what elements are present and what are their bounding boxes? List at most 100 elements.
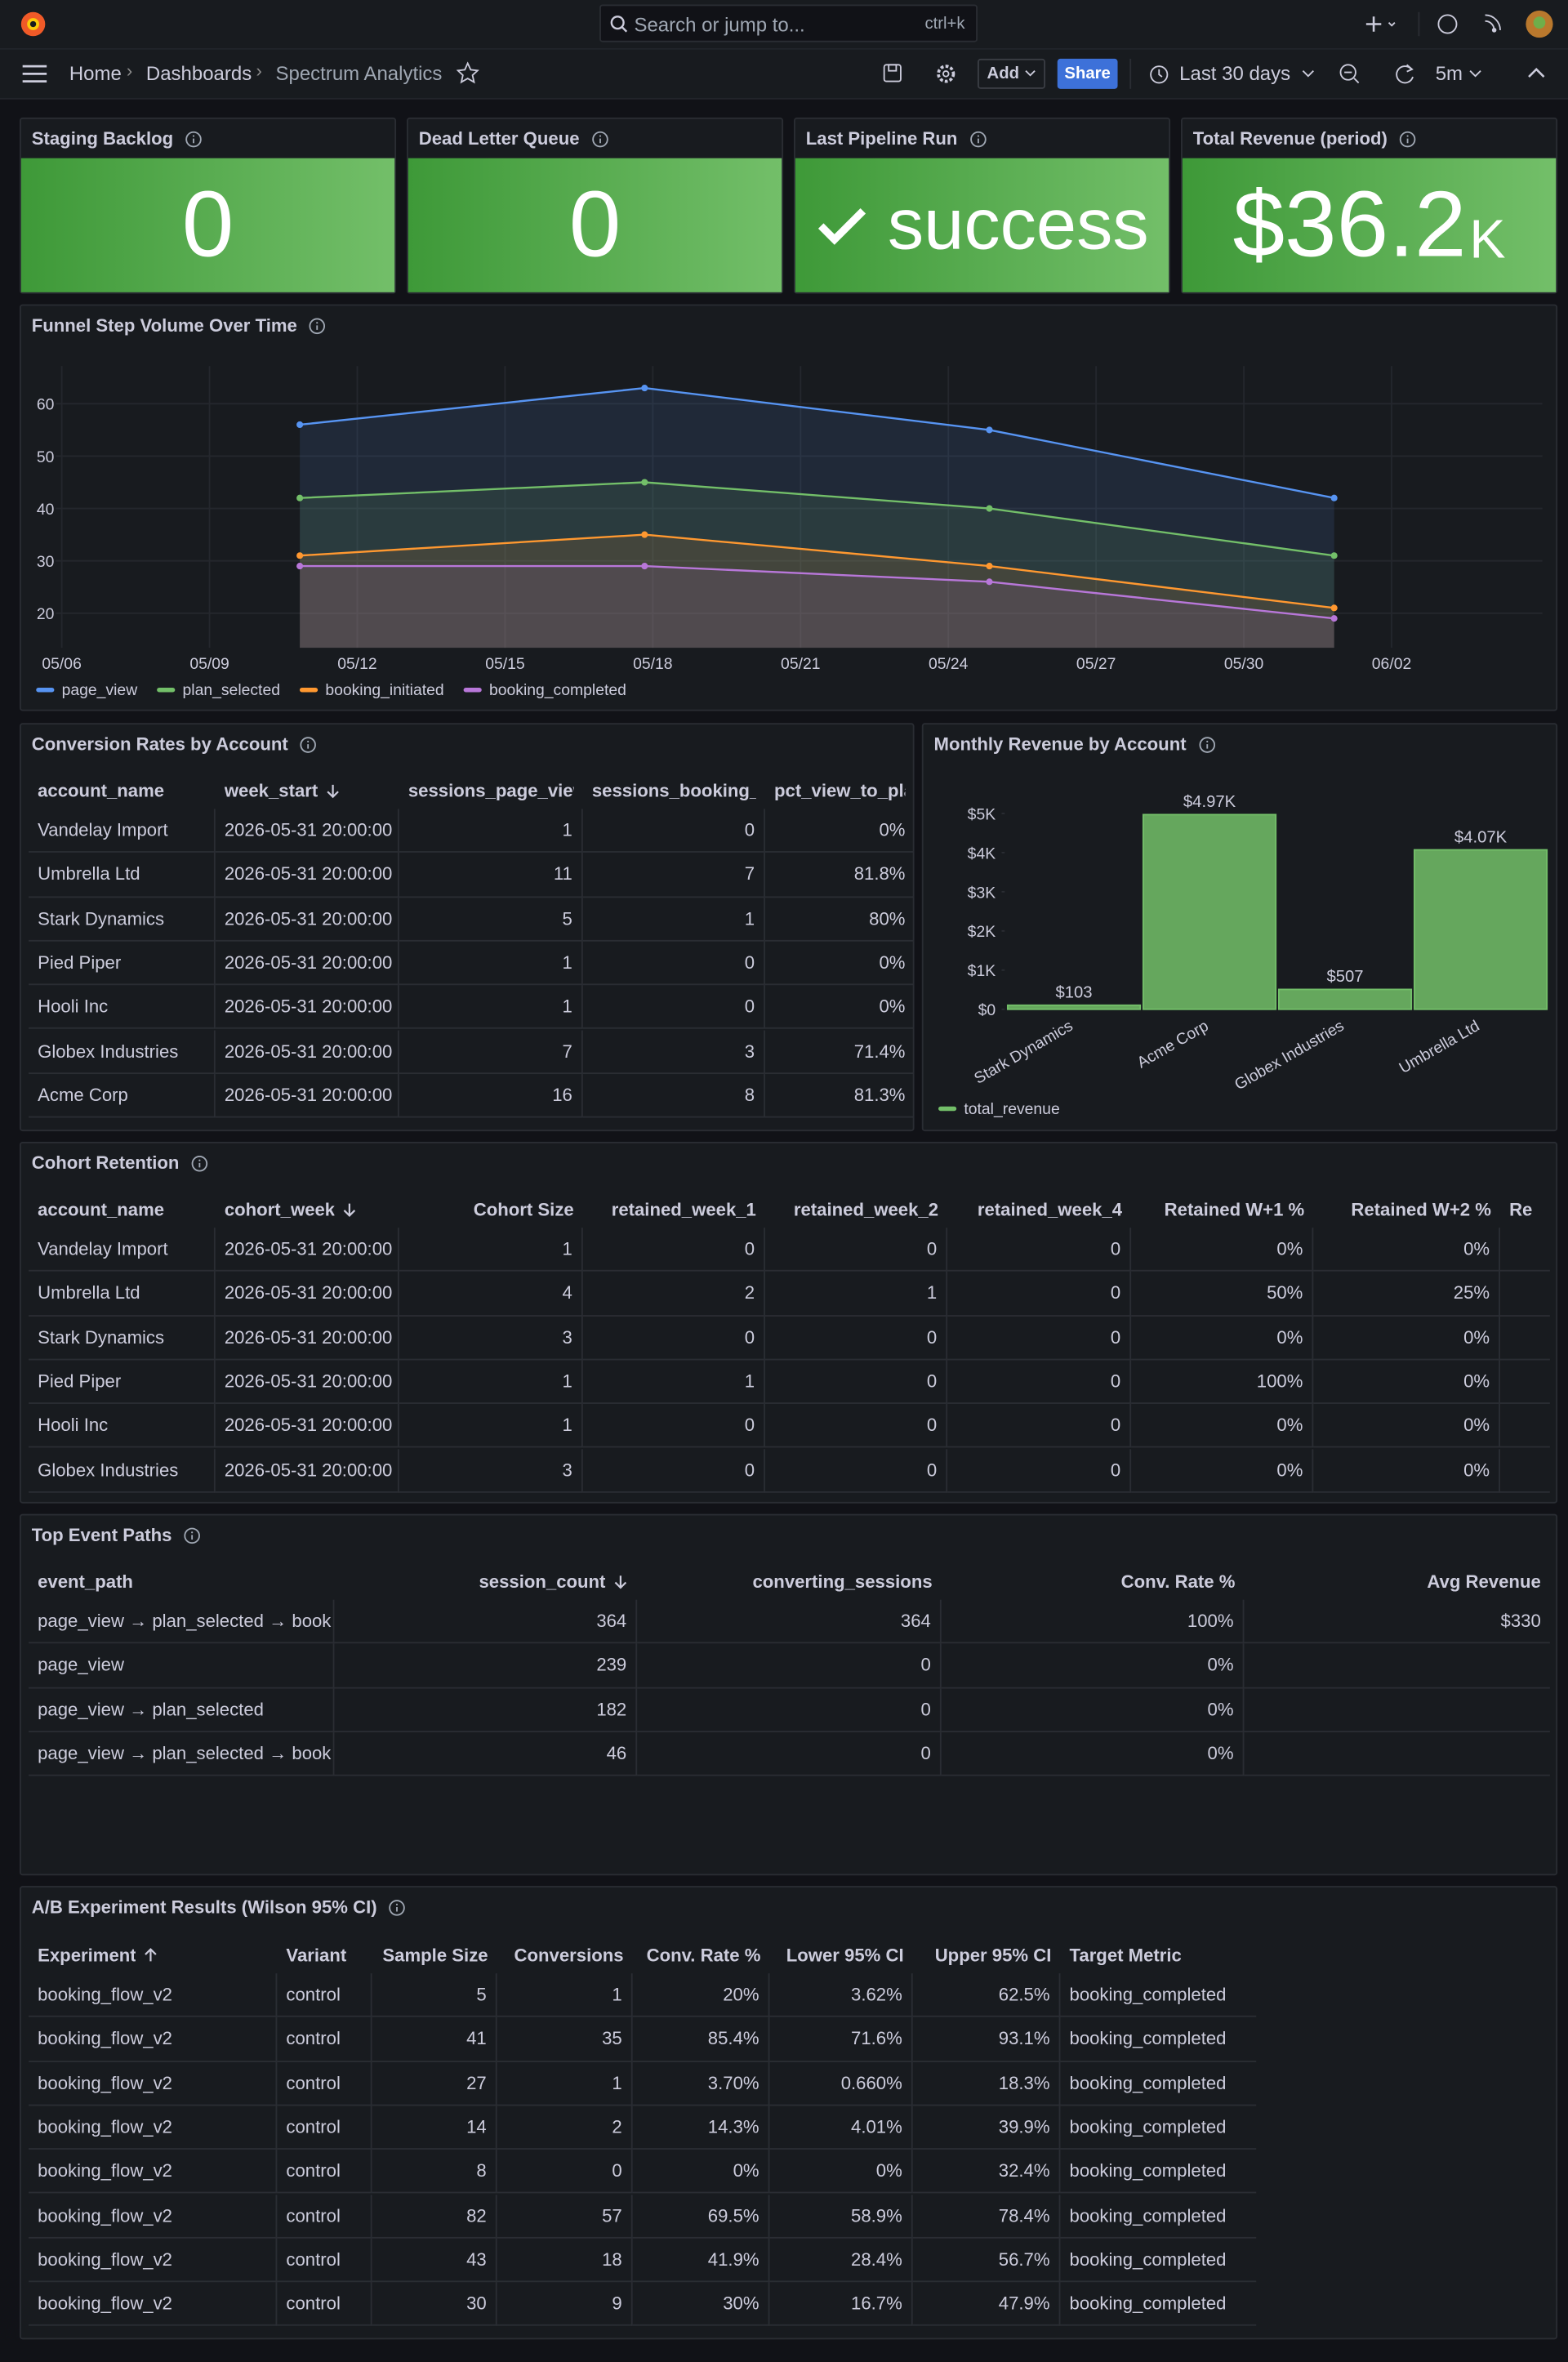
header-label[interactable]: Variant <box>286 1945 347 1966</box>
table-cell: Pied Piper <box>29 1360 216 1405</box>
table-cell: 11 <box>399 853 583 898</box>
info-icon[interactable] <box>184 1526 201 1544</box>
table-cell: 69.5% <box>632 2194 770 2239</box>
table-header: Conv. Rate % <box>633 1934 770 1977</box>
info-icon[interactable] <box>185 130 202 147</box>
header-label[interactable]: account_name <box>38 780 165 802</box>
table-cell: 0% <box>1313 1228 1501 1272</box>
breadcrumb[interactable]: Home <box>69 61 122 85</box>
header-label[interactable]: Conv. Rate % <box>1120 1571 1236 1593</box>
table-cell: 239 <box>334 1643 638 1688</box>
header-label[interactable]: converting_sessions <box>752 1571 933 1593</box>
table-cell: 1 <box>582 1360 765 1405</box>
header-label[interactable]: Lower 95% CI <box>786 1945 904 1966</box>
sort-icon <box>145 1948 158 1962</box>
table-cell: 9 <box>497 2282 633 2327</box>
info-icon[interactable] <box>1400 130 1416 147</box>
table-cell <box>1244 1644 1550 1688</box>
table-cell: 2026-05-31 20:00:00 <box>215 1029 399 1074</box>
panel: Last Pipeline Run success <box>793 117 1171 294</box>
collapse-icon[interactable] <box>1527 66 1545 81</box>
separator: › <box>126 60 133 82</box>
table-cell: $330 <box>1244 1600 1550 1644</box>
table-cell: 0 <box>637 1731 942 1776</box>
table-cell: 8 <box>372 2150 497 2195</box>
header-label[interactable]: Conv. Rate % <box>646 1945 761 1966</box>
table-cell: page_view → plan_selected <box>29 1687 335 1732</box>
header-label[interactable]: Experiment <box>38 1945 136 1966</box>
zoom-refresh-icons[interactable] <box>1339 63 1422 86</box>
info-icon[interactable] <box>389 1899 406 1915</box>
header-label[interactable]: Avg Revenue <box>1427 1571 1541 1593</box>
table-header: sessions_page_view <box>399 769 583 812</box>
header-label[interactable]: Retained W+2 % <box>1351 1199 1491 1220</box>
table-cell: booking_flow_v2 <box>29 2238 278 2283</box>
table-cell: 41 <box>372 2017 497 2062</box>
table-cell: 0% <box>1131 1228 1314 1272</box>
share-button[interactable]: Share <box>1057 58 1118 89</box>
info-icon[interactable] <box>969 130 987 147</box>
menu-icon[interactable] <box>21 63 48 84</box>
star-icon[interactable] <box>456 61 479 85</box>
table-cell: 18 <box>497 2238 633 2283</box>
header-label[interactable]: cohort_week <box>224 1199 336 1220</box>
table-cell: 2 <box>582 1272 765 1317</box>
table-cell: 81.8% <box>764 853 915 898</box>
info-icon[interactable] <box>309 317 326 334</box>
header-label[interactable]: Re <box>1509 1199 1533 1220</box>
table-cell: 3 <box>399 1448 583 1493</box>
header-label[interactable]: sessions_page_view <box>408 780 574 802</box>
table-header: Lower 95% CI <box>769 1934 912 1977</box>
table-cell: 0% <box>941 1731 1245 1776</box>
header-label[interactable]: Sample Size <box>382 1945 488 1966</box>
header-label[interactable]: retained_week_1 <box>611 1199 756 1220</box>
info-icon[interactable] <box>191 1155 208 1171</box>
search-box[interactable]: Search or jump to... ctrl+k <box>599 4 978 42</box>
info-icon[interactable] <box>1198 736 1215 752</box>
logo[interactable] <box>18 9 48 39</box>
table-cell: 2026-05-31 20:00:00 <box>215 853 399 898</box>
table-cell: 364 <box>334 1599 638 1644</box>
header-label[interactable]: retained_week_4 <box>977 1199 1123 1220</box>
header-label[interactable]: retained_week_2 <box>793 1199 939 1220</box>
header-label[interactable]: Cohort Size <box>473 1199 574 1220</box>
table-cell: 1 <box>399 1228 583 1272</box>
header-label[interactable]: Target Metric <box>1069 1945 1182 1966</box>
add-button[interactable]: Add <box>978 58 1045 89</box>
top-icons[interactable] <box>1356 9 1559 39</box>
header-label[interactable]: Conversions <box>514 1945 624 1966</box>
header-label[interactable]: pct_view_to_pla <box>774 780 906 802</box>
table-cell: 28.4% <box>769 2238 913 2283</box>
table-cell: control <box>277 2106 372 2150</box>
panel-title: A/B Experiment Results (Wilson 95% CI) <box>32 1896 406 1918</box>
search-icon <box>610 16 628 33</box>
header-label[interactable]: event_path <box>38 1571 133 1593</box>
table-cell: 3.62% <box>769 1973 913 2018</box>
header-label[interactable]: session_count <box>479 1571 606 1593</box>
table-cell: 0 <box>764 1360 948 1405</box>
info-icon[interactable] <box>591 130 608 147</box>
table-cell: 364 <box>637 1599 942 1644</box>
header-label[interactable]: account_name <box>38 1199 165 1220</box>
info-icon[interactable] <box>300 736 317 752</box>
table-header: Re <box>1500 1188 1550 1231</box>
table-cell: Hooli Inc <box>29 1404 216 1449</box>
table-cell: 0% <box>1131 1404 1314 1449</box>
table-cell: 50% <box>1131 1272 1314 1317</box>
tool-icons[interactable] <box>881 62 956 87</box>
table-cell: 43 <box>372 2238 497 2283</box>
header-label[interactable]: Upper 95% CI <box>934 1945 1052 1966</box>
header-label[interactable]: week_start <box>224 780 318 802</box>
header-label[interactable]: Retained W+1 % <box>1164 1199 1305 1220</box>
header-label[interactable]: sessions_booking_c <box>591 780 756 802</box>
table-header: Retained W+1 % <box>1131 1188 1313 1231</box>
table-cell: 3 <box>399 1316 583 1361</box>
breadcrumb[interactable]: Dashboards <box>145 61 252 85</box>
time-range[interactable]: Last 30 days <box>1179 61 1291 85</box>
refresh-interval[interactable]: 5m <box>1435 61 1463 85</box>
table-cell: page_view <box>29 1643 335 1688</box>
table-cell: 2026-05-31 20:00:00 <box>215 897 399 942</box>
panel-title-text: Dead Letter Queue <box>418 127 580 149</box>
table-cell <box>1244 1732 1550 1776</box>
